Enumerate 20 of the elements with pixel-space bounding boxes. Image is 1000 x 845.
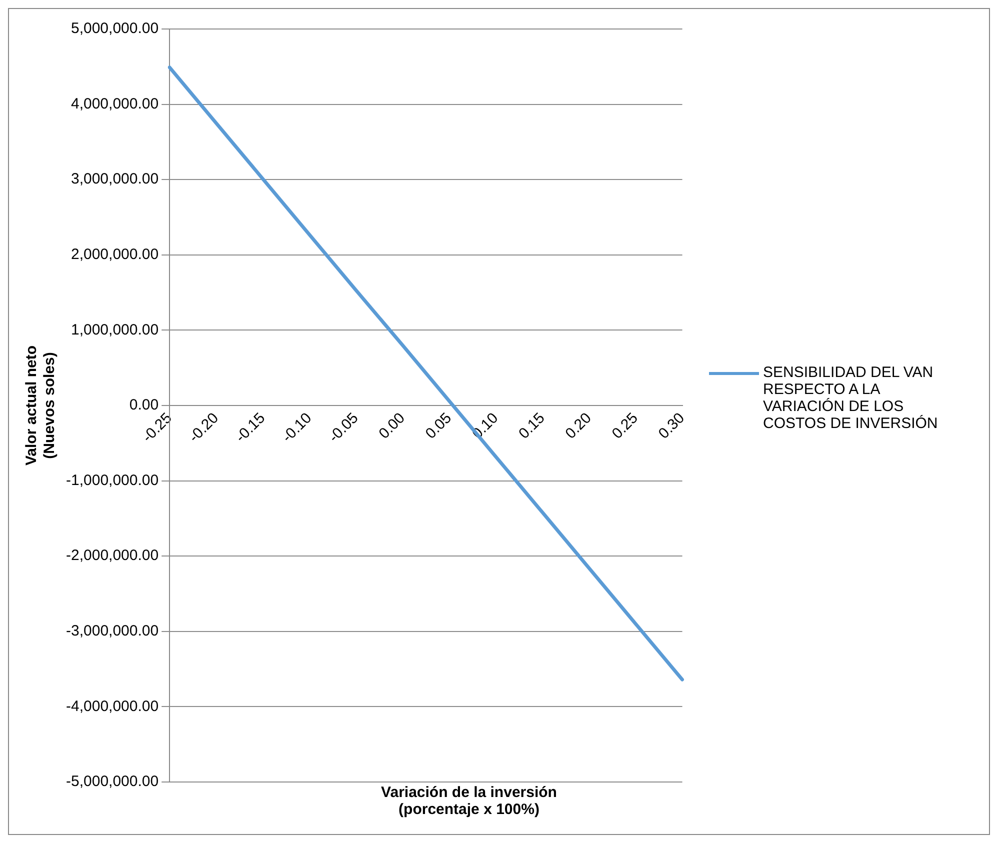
x-tick-label: 0.15 [516,410,548,442]
y-tick-label: -1,000,000.00 [66,472,159,489]
y-axis-title: Valor actual neto (Nuevos soles) [23,345,58,466]
y-tick-label: 2,000,000.00 [70,246,159,264]
y-tick-label: -4,000,000.00 [66,698,159,715]
x-tick-label: 0.20 [562,410,595,442]
x-tick-label: 0.30 [655,410,688,442]
x-axis-title: Variación de la inversión (porcentaje x 100%) [380,784,558,818]
y-tick-label: 0.00 [129,396,159,414]
y-tick-label: 3,000,000.00 [70,170,159,188]
y-tick-label: 4,000,000.00 [70,95,159,112]
x-tick-label: 0.25 [608,410,642,442]
y-tick-label: 5,000,000.00 [70,20,159,38]
legend-label: SENSIBILIDAD DEL VAN RESPECTO A LA VARIACIÓN DE LOS COSTOS DE INVERSIÓN [763,364,939,432]
y-tick-label: -3,000,000.00 [66,622,159,640]
y-tick-label: -2,000,000.00 [66,547,159,564]
y-tick-label: -5,000,000.00 [66,773,159,790]
x-tick-label: 0.00 [376,410,408,442]
y-tick-label: 1,000,000.00 [70,321,159,338]
x-tick-label: 0.05 [422,410,455,442]
